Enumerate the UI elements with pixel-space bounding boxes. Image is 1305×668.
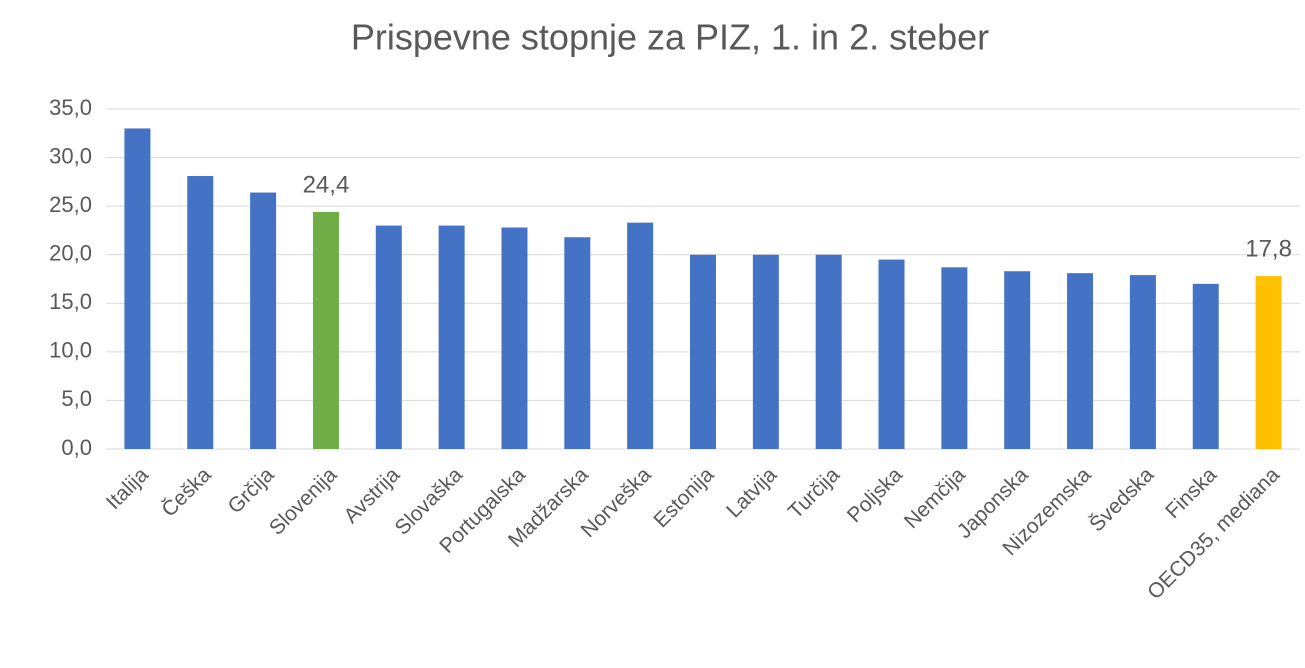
chart-title: Prispevne stopnje za PIZ, 1. in 2. stebe…: [351, 17, 989, 58]
bar: [1255, 276, 1282, 449]
bar: [250, 192, 277, 450]
bar: [878, 259, 905, 449]
y-tick-label: 35,0: [49, 95, 92, 120]
x-tick-label: Latvija: [722, 463, 781, 522]
x-tick-label: Slovenija: [265, 463, 342, 540]
bar: [752, 254, 779, 449]
x-tick-label: Švedska: [1085, 463, 1158, 536]
x-tick-label: Grčija: [224, 463, 279, 518]
bar: [1192, 283, 1219, 449]
x-tick-label: Turčija: [784, 463, 844, 523]
bar: [438, 225, 465, 449]
x-tick-label: Finska: [1161, 463, 1221, 523]
data-label: 17,8: [1245, 235, 1292, 262]
bar: [312, 211, 339, 449]
x-tick-label: Italija: [102, 463, 153, 514]
bar: [1129, 275, 1156, 449]
bar: [564, 237, 591, 449]
bar: [124, 128, 151, 449]
bar: [815, 254, 842, 449]
bar: [375, 225, 402, 449]
bar: [187, 176, 214, 449]
x-tick-label: Češka: [157, 463, 216, 522]
y-tick-label: 20,0: [49, 241, 92, 266]
x-tick-label: Estonija: [649, 463, 718, 532]
bar: [941, 267, 968, 449]
data-label: 24,4: [303, 171, 350, 198]
bar: [627, 222, 654, 449]
y-tick-label: 15,0: [49, 289, 92, 314]
y-tick-label: 0,0: [61, 435, 92, 460]
x-tick-label: Norveška: [577, 463, 656, 542]
x-tick-label: Poljska: [843, 463, 907, 527]
bar: [690, 254, 716, 449]
y-tick-label: 5,0: [61, 386, 92, 411]
bar: [1067, 273, 1094, 449]
y-tick-label: 10,0: [49, 338, 92, 363]
bar: [1004, 271, 1031, 449]
bar: [501, 227, 528, 449]
y-tick-label: 30,0: [49, 143, 92, 168]
y-tick-label: 25,0: [49, 192, 92, 217]
